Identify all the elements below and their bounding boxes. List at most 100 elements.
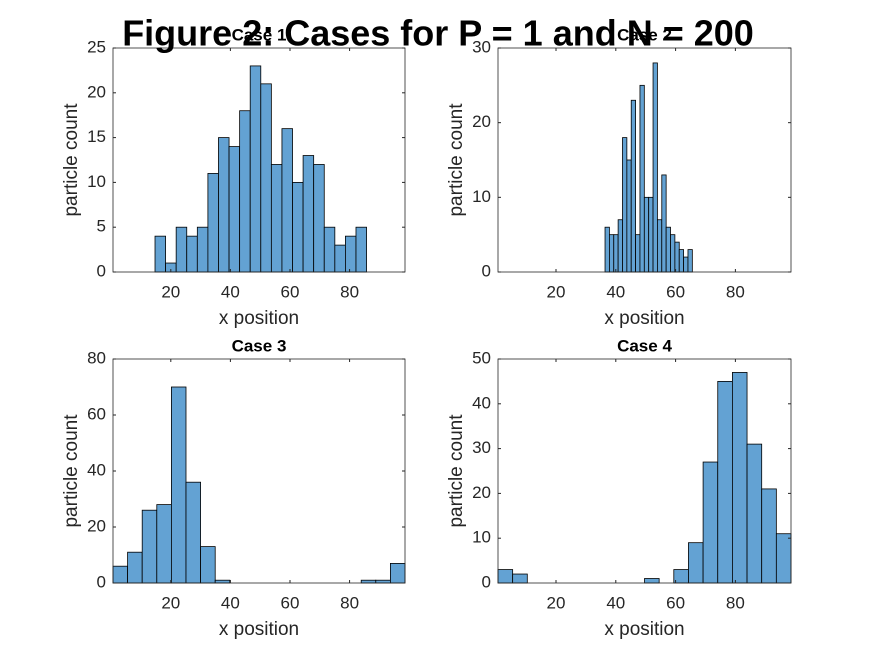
y-tick-label: 10 <box>472 187 491 206</box>
histogram-bar <box>732 372 748 584</box>
y-tick-label: 30 <box>472 37 491 56</box>
x-tick-label: 20 <box>547 282 566 301</box>
histogram-bar <box>608 234 615 273</box>
histogram-bar <box>292 181 304 273</box>
histogram-bar <box>674 241 680 273</box>
histogram-bar <box>345 235 357 273</box>
axes-title: Case 4 <box>617 336 672 355</box>
axes-title: Case 2 <box>617 25 672 44</box>
histogram-bar <box>635 234 641 273</box>
y-tick-label: 10 <box>87 172 106 191</box>
histogram-bar <box>657 219 663 273</box>
x-tick-label: 60 <box>281 593 300 612</box>
y-tick-label: 20 <box>87 82 106 101</box>
y-tick-label: 20 <box>472 483 491 502</box>
histogram-bar <box>228 146 241 273</box>
axes-title: Case 1 <box>232 25 287 44</box>
axes-box <box>112 47 406 273</box>
histogram-bar <box>355 226 367 273</box>
histogram-bar <box>375 579 391 584</box>
x-tick-label: 80 <box>340 282 359 301</box>
histogram-bar <box>746 443 763 584</box>
histogram-bar <box>665 226 671 273</box>
histogram-bar <box>702 461 719 584</box>
histogram-bar <box>678 249 685 273</box>
y-tick-label: 5 <box>97 217 106 236</box>
x-tick-label: 60 <box>666 593 685 612</box>
x-tick-label: 40 <box>606 593 625 612</box>
histogram-bar <box>200 546 216 584</box>
y-tick-label: 15 <box>87 127 106 146</box>
x-tick-label: 60 <box>281 282 300 301</box>
figure-title: Figure 2: Cases for P = 1 and N = 200 <box>122 13 754 54</box>
x-tick-label: 20 <box>161 282 180 301</box>
histogram-bar <box>652 62 658 273</box>
histogram-bar <box>270 164 283 273</box>
x-axis-label: x position <box>604 619 684 640</box>
histogram-bar <box>313 164 325 273</box>
histogram-bar <box>661 174 667 273</box>
histogram-bar <box>687 249 693 273</box>
x-tick-label: 40 <box>221 282 240 301</box>
y-axis-label: particle count <box>446 414 467 528</box>
histogram-bar <box>360 579 377 584</box>
y-tick-label: 30 <box>472 438 491 457</box>
histogram-bar <box>141 509 158 584</box>
histogram-bar <box>186 235 198 273</box>
x-tick-label: 20 <box>161 593 180 612</box>
histogram-bar <box>648 196 654 273</box>
axes-box <box>497 47 792 273</box>
y-tick-label: 60 <box>87 404 106 423</box>
y-tick-label: 20 <box>472 112 491 131</box>
histogram-bar <box>175 226 188 273</box>
histogram-bar <box>644 578 660 584</box>
axes-box <box>497 358 792 584</box>
histogram-bar <box>604 226 610 273</box>
histogram-bar <box>613 234 619 273</box>
histogram-bar <box>239 110 251 273</box>
x-tick-label: 20 <box>547 593 566 612</box>
y-axis-label: particle count <box>446 103 467 217</box>
y-tick-label: 10 <box>472 528 491 547</box>
y-axis-label: particle count <box>61 414 82 528</box>
histogram-bar <box>170 386 187 584</box>
y-tick-label: 0 <box>482 572 491 591</box>
x-tick-label: 40 <box>221 593 240 612</box>
y-tick-label: 20 <box>87 516 106 535</box>
histogram-bar <box>670 234 676 273</box>
histogram-bar <box>617 219 623 273</box>
y-tick-label: 50 <box>472 348 491 367</box>
histogram-bar <box>112 565 128 584</box>
histogram-bar <box>683 256 689 273</box>
histogram-bar <box>218 137 230 273</box>
x-axis-label: x position <box>219 619 299 640</box>
x-tick-label: 80 <box>726 282 745 301</box>
histogram-bar <box>249 65 262 273</box>
x-tick-label: 80 <box>340 593 359 612</box>
histogram-bar <box>281 128 293 273</box>
y-tick-label: 80 <box>87 348 106 367</box>
histogram-bar <box>643 196 650 273</box>
histogram-bar <box>196 226 209 273</box>
histogram-bar <box>761 488 777 584</box>
histogram-bar <box>512 573 528 584</box>
histogram-bar <box>127 551 143 584</box>
histogram-bar <box>156 504 172 584</box>
y-axis-label: particle count <box>61 103 82 217</box>
histogram-bar <box>185 481 201 584</box>
y-tick-label: 0 <box>97 261 106 280</box>
y-tick-label: 40 <box>87 460 106 479</box>
histogram-bar <box>717 380 733 584</box>
y-tick-label: 40 <box>472 393 491 412</box>
histogram-bar <box>214 579 231 584</box>
histogram-bar <box>323 226 336 273</box>
histogram-bar <box>630 99 636 273</box>
x-tick-label: 80 <box>726 593 745 612</box>
y-tick-label: 0 <box>482 261 491 280</box>
x-axis-label: x position <box>604 308 684 329</box>
axes-title: Case 3 <box>232 336 287 355</box>
histogram-bar <box>497 569 514 584</box>
histogram-bar <box>639 84 645 273</box>
histogram-bar <box>334 244 346 273</box>
